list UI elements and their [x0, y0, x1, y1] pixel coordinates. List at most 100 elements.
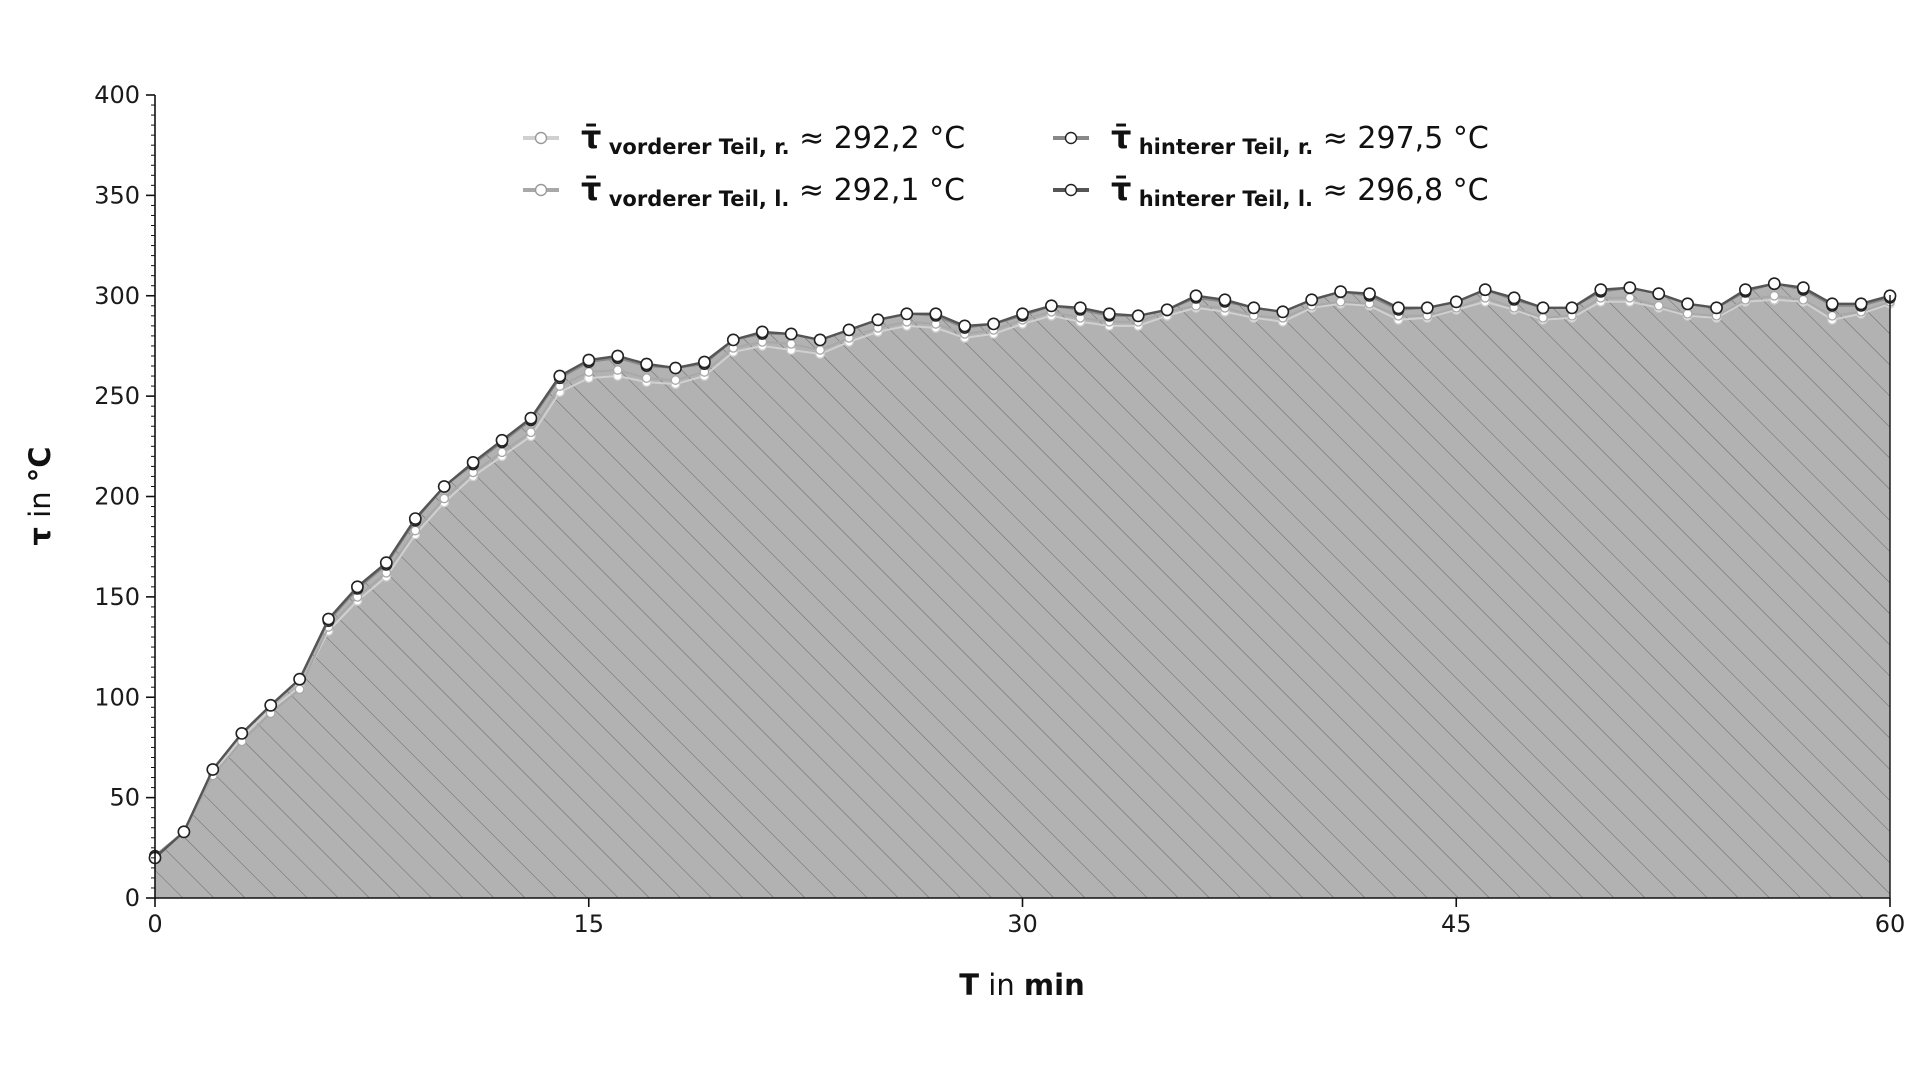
series-2-point [1335, 296, 1346, 307]
y-tick-label: 200 [94, 483, 140, 511]
legend-item-3: τ̄ hinterer Teil, r. ≈ 297,5 °C [1053, 118, 1489, 159]
series-4-point [784, 327, 798, 341]
series-4-point [582, 353, 596, 367]
legend-label: τ̄ vorderer Teil, r. ≈ 292,2 °C [581, 118, 965, 159]
series-2-point [1538, 312, 1548, 323]
x-tick-label: 0 [147, 910, 162, 938]
x-tick-label: 60 [1875, 910, 1906, 938]
series-2-point [439, 493, 450, 504]
y-axis-title: τ in °C [23, 446, 57, 545]
series-4-point [1536, 301, 1550, 315]
legend-label: τ̄ vorderer Teil, l. ≈ 292,1 °C [581, 170, 965, 211]
series-4-point [871, 313, 885, 327]
series-4-point [350, 580, 364, 594]
series-4-point [1739, 283, 1752, 297]
legend: τ̄ vorderer Teil, r. ≈ 292,2 °C τ̄ vorder… [523, 118, 1489, 211]
series-2-point [410, 525, 421, 536]
series-4-point [1478, 283, 1492, 297]
series-4-point [726, 333, 740, 347]
series-2-point [1827, 310, 1838, 321]
series-4-point [1073, 301, 1087, 315]
series-4-point [611, 349, 625, 363]
series-4-point [900, 307, 914, 321]
x-axis-title: T in min [959, 968, 1084, 1002]
series-4-point [987, 317, 1000, 331]
series-4-point [1276, 305, 1290, 319]
series-4-point [264, 698, 278, 712]
series-2-point [583, 367, 594, 377]
series-4 [148, 277, 1897, 865]
series-2-point [612, 365, 623, 375]
series-2-point [1624, 292, 1635, 303]
series-4-point [1623, 281, 1637, 295]
series-4-point [813, 333, 827, 347]
series-4-point [1016, 307, 1029, 321]
series-4-point [1160, 303, 1174, 317]
series-4-point [1189, 289, 1203, 303]
series-4-point [206, 763, 220, 776]
series-4-point [929, 307, 943, 321]
x-tick-label: 15 [573, 910, 604, 938]
legend-swatch-marker [1064, 131, 1078, 145]
series-2-point [1769, 290, 1780, 301]
series-2-point [1682, 308, 1693, 319]
y-tick-label: 400 [94, 81, 140, 109]
series-4-point [1363, 287, 1376, 301]
y-ticks: 0 50 100 150 200 250 300 350 400 [94, 81, 155, 912]
series-4-point [1218, 293, 1232, 307]
series-4-point [669, 361, 682, 375]
series-4-point [1681, 297, 1694, 311]
y-tick-label: 300 [94, 282, 140, 310]
series-4-point [1796, 281, 1810, 295]
series-4-point [1854, 297, 1868, 311]
series-4-point [640, 357, 653, 371]
y-tick-label: 50 [109, 784, 140, 812]
series-4-point [553, 369, 567, 383]
series-4-point [524, 411, 538, 425]
series-4-point [379, 556, 393, 570]
series-2-point [526, 427, 536, 438]
y-tick-label: 0 [125, 884, 140, 912]
series-4-point [755, 325, 769, 339]
legend-item-4: τ̄ hinterer Teil, l. ≈ 296,8 °C [1053, 170, 1489, 211]
legend-item-1: τ̄ vorderer Teil, r. ≈ 292,2 °C [523, 118, 965, 159]
y-tick-label: 250 [94, 382, 140, 410]
series-4-point [1334, 285, 1347, 299]
series-4-point [1045, 299, 1058, 313]
series-4-point [1131, 309, 1145, 323]
x-tick-label: 30 [1007, 910, 1038, 938]
legend-swatch-marker [534, 183, 548, 197]
series-2-point [641, 373, 652, 383]
y-minor-ticks [151, 104, 155, 889]
y-tick-label: 350 [94, 181, 140, 209]
series-4-point [322, 612, 335, 626]
series-group [148, 277, 1897, 865]
series-4-point [408, 512, 422, 525]
x-tick-label: 45 [1441, 910, 1472, 938]
area-fill-hatch [155, 283, 1890, 898]
series-4-point [842, 323, 856, 337]
series-2-point [670, 375, 681, 385]
series-4-point [466, 455, 480, 469]
series-4-point [1449, 295, 1463, 309]
series-2-point [1798, 294, 1809, 305]
legend-item-2: τ̄ vorderer Teil, l. ≈ 292,1 °C [523, 170, 965, 211]
series-4-point [1652, 287, 1666, 301]
legend-swatch-marker [534, 131, 548, 145]
y-tick-label: 150 [94, 583, 140, 611]
series-4-point [958, 319, 972, 333]
series-4-point [1710, 301, 1723, 315]
series-4-point [1305, 293, 1319, 307]
series-4-point [293, 672, 306, 686]
series-4-point [1565, 301, 1579, 315]
series-2-point [294, 684, 305, 695]
series-4-point [698, 355, 711, 369]
legend-swatch-marker [1064, 183, 1078, 197]
series-2-point [1653, 300, 1664, 311]
series-4-point [1420, 301, 1434, 315]
y-tick-label: 100 [94, 683, 140, 711]
series-4-point [1594, 283, 1608, 297]
legend-label: τ̄ hinterer Teil, l. ≈ 296,8 °C [1111, 170, 1489, 211]
series-4-point [235, 727, 249, 740]
